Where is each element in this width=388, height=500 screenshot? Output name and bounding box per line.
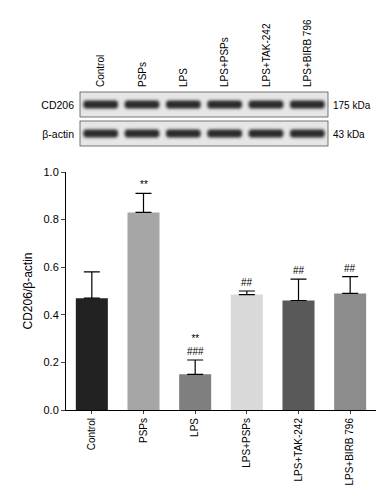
- svg-text:##: ##: [344, 263, 356, 274]
- svg-text:0.0: 0.0: [44, 404, 59, 416]
- svg-text:0.8: 0.8: [44, 213, 59, 225]
- svg-text:LPS+PSPs: LPS+PSPs: [219, 37, 230, 87]
- svg-text:0.2: 0.2: [44, 356, 59, 368]
- svg-text:CD206/β-actin: CD206/β-actin: [21, 253, 35, 330]
- svg-text:LPS+BIRB 796: LPS+BIRB 796: [344, 418, 355, 486]
- svg-text:##: ##: [293, 265, 305, 276]
- svg-text:LPS: LPS: [189, 418, 200, 437]
- svg-text:0.4: 0.4: [44, 309, 59, 321]
- svg-text:**: **: [140, 179, 148, 190]
- svg-text:175 kDa: 175 kDa: [333, 100, 371, 111]
- svg-text:1.0: 1.0: [44, 166, 59, 178]
- svg-text:PSPs: PSPs: [137, 62, 148, 87]
- svg-text:CD206: CD206: [41, 99, 74, 111]
- svg-text:Control: Control: [86, 418, 97, 450]
- svg-text:##: ##: [241, 277, 253, 288]
- svg-text:PSPs: PSPs: [138, 418, 149, 443]
- svg-text:LPS+BIRB 796: LPS+BIRB 796: [302, 19, 313, 87]
- svg-text:β-actin: β-actin: [42, 128, 74, 140]
- svg-text:**###: **###: [187, 333, 204, 357]
- svg-text:LPS+TAK-242: LPS+TAK-242: [293, 418, 304, 482]
- svg-text:LPS+PSPs: LPS+PSPs: [241, 418, 252, 468]
- svg-text:0.6: 0.6: [44, 261, 59, 273]
- svg-text:43 kDa: 43 kDa: [333, 129, 365, 140]
- svg-text:LPS+TAK-242: LPS+TAK-242: [261, 23, 272, 87]
- svg-text:LPS: LPS: [178, 68, 189, 87]
- svg-text:Control: Control: [95, 55, 106, 87]
